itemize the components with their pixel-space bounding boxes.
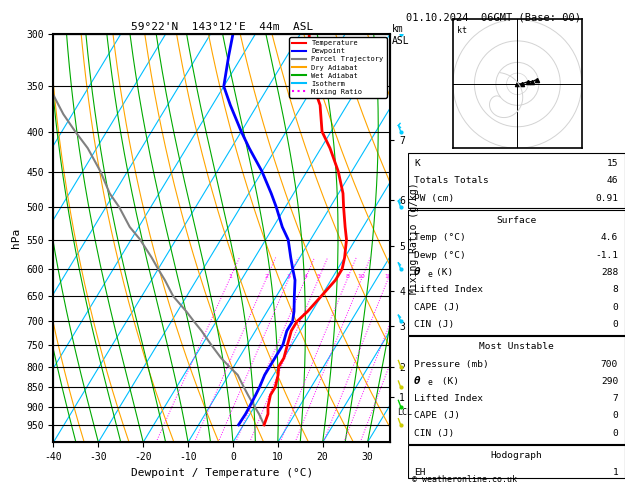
Y-axis label: hPa: hPa (11, 228, 21, 248)
Text: Surface: Surface (496, 216, 536, 225)
Text: CAPE (J): CAPE (J) (414, 303, 460, 312)
Bar (408, 153, 625, 208)
Text: 290: 290 (601, 377, 618, 386)
Text: 10: 10 (358, 274, 365, 278)
Text: LCL: LCL (397, 408, 412, 417)
Text: © weatheronline.co.uk: © weatheronline.co.uk (412, 474, 517, 484)
Text: 01.10.2024  06GMT (Base: 00): 01.10.2024 06GMT (Base: 00) (406, 12, 581, 22)
Text: 0: 0 (613, 429, 618, 438)
Text: 46: 46 (606, 176, 618, 186)
Text: θ: θ (414, 267, 421, 278)
Text: θ: θ (414, 376, 421, 386)
Bar (408, 336, 625, 444)
Bar (408, 445, 625, 478)
Text: 1: 1 (613, 469, 618, 477)
Text: 15: 15 (384, 274, 392, 278)
Text: CIN (J): CIN (J) (414, 320, 454, 329)
Text: 4.6: 4.6 (601, 233, 618, 243)
Text: Dewp (°C): Dewp (°C) (414, 251, 466, 260)
Text: e: e (427, 379, 432, 387)
Text: PW (cm): PW (cm) (414, 194, 454, 203)
Text: 8: 8 (345, 274, 349, 278)
Text: K: K (414, 159, 420, 168)
Text: 0: 0 (613, 303, 618, 312)
Text: 0: 0 (613, 412, 618, 420)
Text: 288: 288 (601, 268, 618, 277)
Text: 2: 2 (264, 274, 269, 278)
Text: 5: 5 (316, 274, 321, 278)
Text: e: e (427, 270, 432, 278)
Text: 1: 1 (228, 274, 231, 278)
Text: Temp (°C): Temp (°C) (414, 233, 466, 243)
Legend: Temperature, Dewpoint, Parcel Trajectory, Dry Adiabat, Wet Adiabat, Isotherm, Mi: Temperature, Dewpoint, Parcel Trajectory… (289, 37, 386, 98)
Text: -1.1: -1.1 (595, 251, 618, 260)
Text: Totals Totals: Totals Totals (414, 176, 489, 186)
Text: CAPE (J): CAPE (J) (414, 412, 460, 420)
Text: Most Unstable: Most Unstable (479, 342, 554, 351)
Text: Lifted Index: Lifted Index (414, 285, 483, 295)
Text: 15: 15 (606, 159, 618, 168)
Text: 0.91: 0.91 (595, 194, 618, 203)
Text: kt: kt (457, 26, 467, 35)
Text: Hodograph: Hodograph (490, 451, 542, 460)
Text: (K): (K) (436, 268, 453, 277)
Text: Lifted Index: Lifted Index (414, 394, 483, 403)
Text: EH: EH (414, 469, 426, 477)
Text: 4: 4 (303, 274, 308, 278)
X-axis label: Dewpoint / Temperature (°C): Dewpoint / Temperature (°C) (131, 468, 313, 478)
Text: (K): (K) (436, 377, 459, 386)
Text: 0: 0 (613, 320, 618, 329)
Text: 700: 700 (601, 360, 618, 368)
Text: 3: 3 (287, 274, 291, 278)
Text: Pressure (mb): Pressure (mb) (414, 360, 489, 368)
Bar (408, 210, 625, 335)
Title: 59°22'N  143°12'E  44m  ASL: 59°22'N 143°12'E 44m ASL (131, 22, 313, 32)
Text: CIN (J): CIN (J) (414, 429, 454, 438)
Text: 7: 7 (613, 394, 618, 403)
Y-axis label: Mixing Ratio (g/kg): Mixing Ratio (g/kg) (409, 182, 419, 294)
Text: km
ASL: km ASL (392, 24, 409, 46)
Text: 8: 8 (613, 285, 618, 295)
